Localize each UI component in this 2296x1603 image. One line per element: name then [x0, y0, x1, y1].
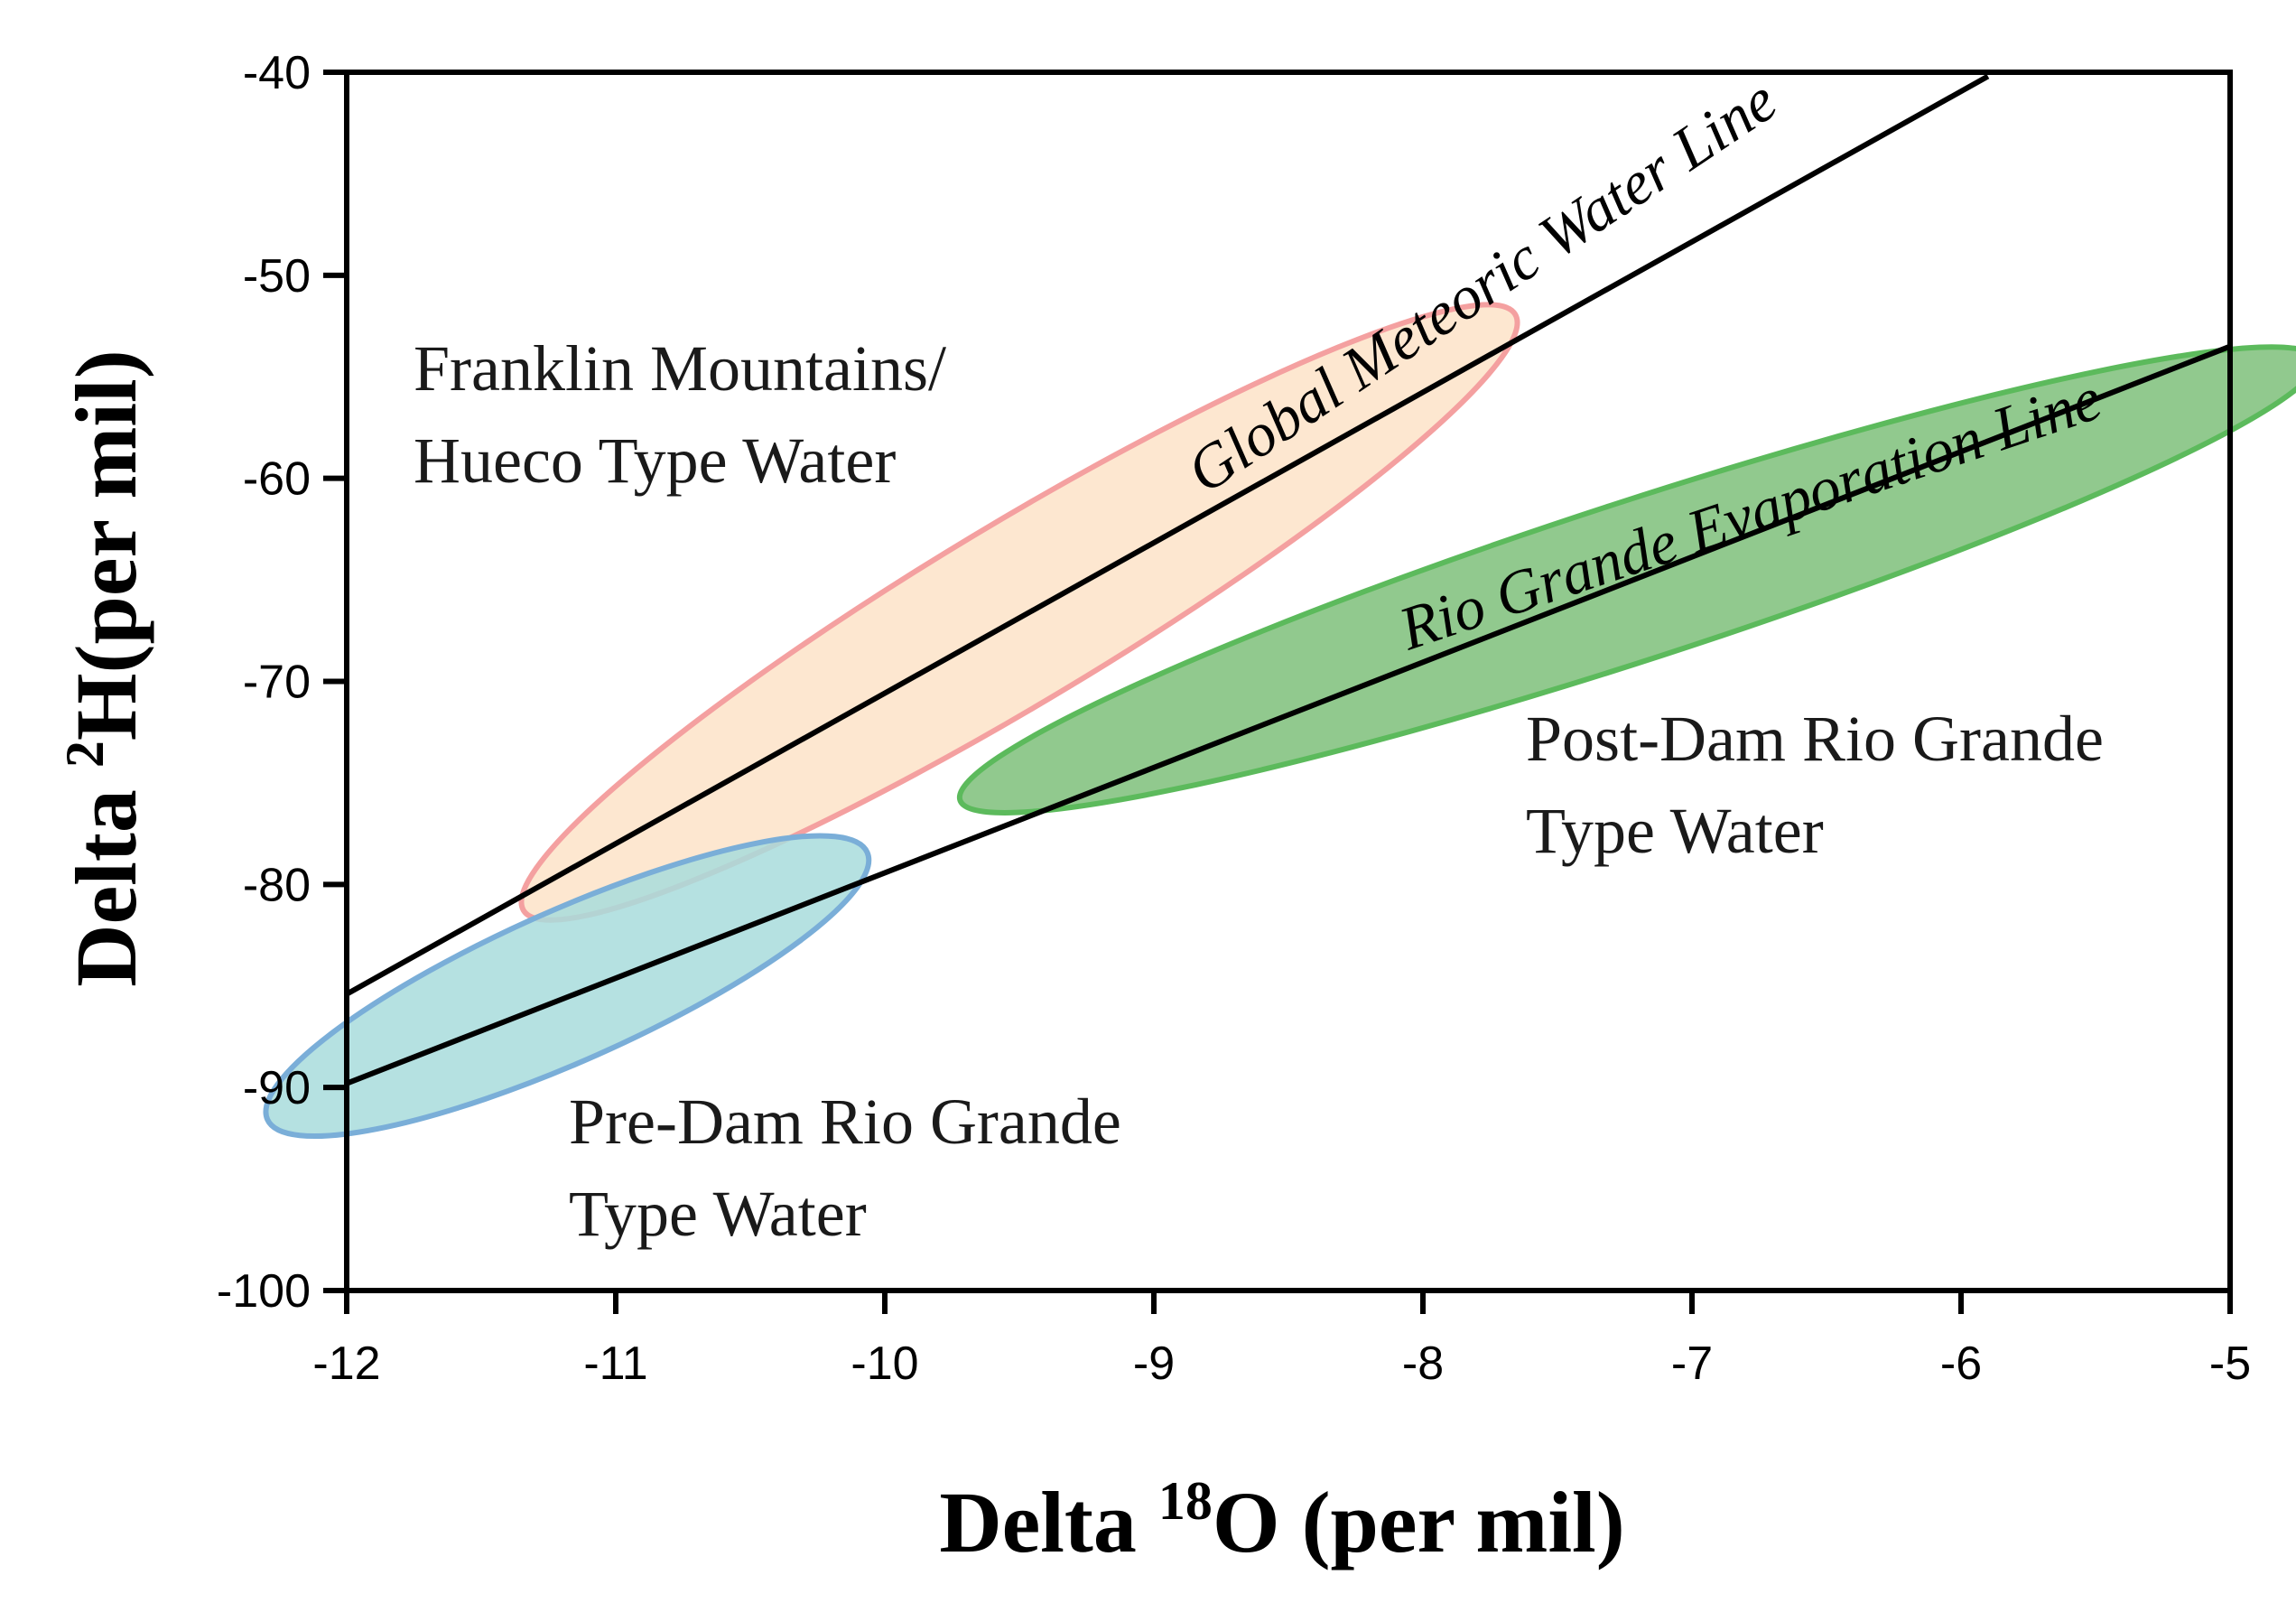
region-ellipse-0 [518, 302, 1520, 923]
x-tick-label: -7 [1671, 1337, 1713, 1390]
y-tick-label: -50 [243, 250, 311, 303]
franklin-label-line1: Franklin Mountains/ [414, 332, 946, 405]
y-axis-title-suffix: H(per mil) [58, 349, 154, 741]
y-axis-title-prefix: Delta [58, 768, 154, 987]
predam-label: Pre-Dam Rio Grande Type Water [569, 1086, 1138, 1250]
x-tick-label: -9 [1133, 1337, 1175, 1390]
y-axis: -100 -90 -80 -70 -60 -50 -40 [217, 47, 347, 1318]
postdam-label: Post-Dam Rio Grande Type Water [1526, 703, 2120, 867]
y-tick-label: -70 [243, 657, 311, 709]
x-tick-label: -6 [1940, 1337, 1982, 1390]
y-tick-label: -60 [243, 453, 311, 506]
predam-label-line1: Pre-Dam Rio Grande [569, 1086, 1121, 1158]
y-axis-title: Delta 2H(per mil) [55, 349, 154, 986]
lines-layer [345, 73, 2232, 1086]
x-axis-title-prefix: Delta [939, 1474, 1158, 1570]
gmwl-label: Global Meteoric Water Line [1175, 65, 1789, 506]
y-tick-label: -100 [217, 1265, 311, 1318]
series-line-0 [345, 73, 1990, 997]
x-axis-title: Delta 18O (per mil) [939, 1471, 1624, 1570]
series-line-1 [345, 343, 2232, 1086]
franklin-label: Franklin Mountains/ Hueco Type Water [414, 332, 962, 497]
x-axis-title-suffix: O (per mil) [1213, 1474, 1625, 1570]
x-tick-label: -12 [312, 1337, 380, 1390]
predam-label-line2: Type Water [569, 1178, 867, 1250]
postdam-label-line2: Type Water [1526, 795, 1824, 867]
x-tick-label: -11 [583, 1337, 647, 1390]
x-tick-label: -8 [1402, 1337, 1444, 1390]
y-tick-label: -90 [243, 1062, 311, 1114]
y-tick-label: -40 [243, 47, 311, 99]
x-axis-title-sup: 18 [1158, 1471, 1213, 1531]
postdam-label-line1: Post-Dam Rio Grande [1526, 703, 2104, 775]
x-tick-label: -10 [851, 1337, 918, 1390]
region-ellipse-2 [263, 833, 872, 1140]
y-tick-label: -80 [243, 859, 311, 911]
x-tick-label: -5 [2209, 1337, 2251, 1390]
x-axis: -12 -11 -10 -9 -8 -7 -6 -5 [312, 1291, 2251, 1390]
franklin-label-line2: Hueco Type Water [414, 424, 896, 497]
y-axis-title-sup: 2 [55, 741, 115, 768]
